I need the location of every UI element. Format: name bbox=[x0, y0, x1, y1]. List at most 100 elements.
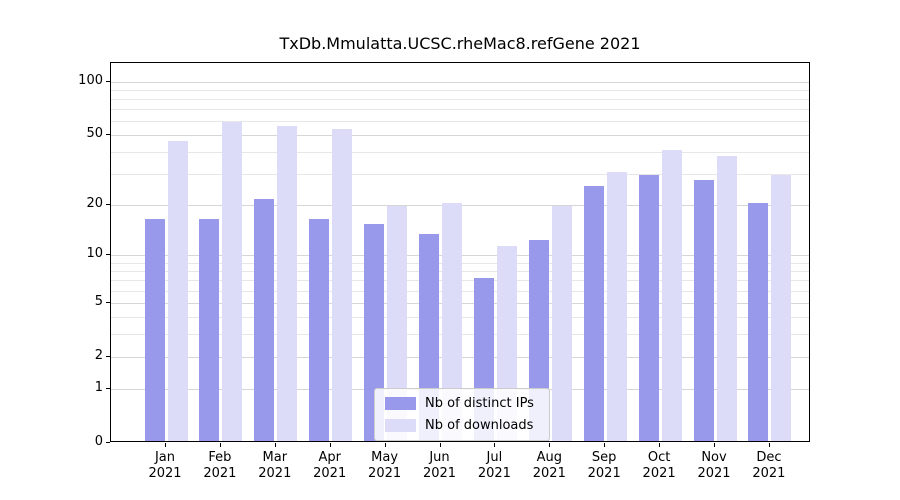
bar-distinct-ips-may bbox=[364, 223, 385, 441]
y-axis-tick bbox=[106, 387, 110, 389]
bar-distinct-ips-sep bbox=[583, 185, 604, 441]
x-axis-tick-label: Mar 2021 bbox=[246, 450, 304, 482]
x-axis-tick bbox=[439, 443, 441, 447]
x-axis-tick bbox=[714, 443, 715, 447]
bar-distinct-ips-apr bbox=[309, 219, 330, 441]
bar-downloads-mar bbox=[277, 125, 298, 441]
x-axis-tick-label: Apr 2021 bbox=[301, 450, 359, 482]
plot-area bbox=[110, 62, 810, 442]
x-axis-year-label: 2021 bbox=[368, 466, 402, 481]
legend-label-distinct-ips: Nb of distinct IPs bbox=[425, 396, 534, 411]
x-axis-month-label: Jun bbox=[429, 450, 450, 465]
bar-distinct-ips-nov bbox=[693, 180, 714, 441]
chart-title: TxDb.Mmulatta.UCSC.rheMac8.refGene 2021 bbox=[279, 34, 641, 53]
y-axis-tick bbox=[106, 134, 110, 136]
x-axis-year-label: 2021 bbox=[587, 466, 621, 481]
x-axis-tick bbox=[384, 443, 386, 447]
bar-distinct-ips-dec bbox=[748, 202, 769, 441]
gridline-minor bbox=[111, 89, 809, 91]
y-axis-tick-label: 10 bbox=[86, 246, 103, 262]
bar-distinct-ips-feb bbox=[199, 219, 220, 441]
x-axis-year-label: 2021 bbox=[148, 466, 182, 481]
x-axis-tick bbox=[494, 443, 496, 447]
x-axis-year-label: 2021 bbox=[532, 466, 566, 481]
gridline-minor bbox=[111, 98, 809, 100]
y-axis-tick bbox=[106, 355, 110, 357]
x-axis-month-label: Sep bbox=[591, 450, 617, 465]
bar-downloads-jun bbox=[442, 202, 462, 441]
x-axis-tick-label: Sep 2021 bbox=[575, 450, 633, 482]
x-axis-tick bbox=[549, 443, 551, 447]
y-axis-tick-label: 5 bbox=[94, 293, 103, 309]
legend-swatch-distinct-ips bbox=[385, 397, 416, 410]
bar-distinct-ips-mar bbox=[254, 198, 275, 441]
x-axis-tick-label: Nov 2021 bbox=[685, 450, 743, 482]
x-axis-year-label: 2021 bbox=[203, 466, 237, 481]
y-axis-tick bbox=[106, 442, 110, 443]
x-axis-month-label: May bbox=[371, 450, 399, 465]
x-axis-tick-label: Feb 2021 bbox=[191, 450, 249, 482]
x-axis-tick-label: May 2021 bbox=[356, 450, 414, 482]
y-axis-tick bbox=[106, 203, 110, 205]
y-axis-tick-label: 2 bbox=[94, 347, 103, 363]
gridline-major bbox=[111, 81, 809, 83]
x-axis-tick bbox=[165, 443, 166, 447]
x-axis-month-label: Oct bbox=[647, 450, 671, 465]
x-axis-tick-label: Dec 2021 bbox=[740, 450, 798, 482]
bar-downloads-sep bbox=[606, 172, 627, 441]
legend-label-downloads: Nb of downloads bbox=[425, 418, 534, 433]
x-axis-tick bbox=[768, 443, 770, 447]
gridline-minor bbox=[111, 152, 809, 154]
bar-downloads-feb bbox=[222, 121, 243, 441]
legend-swatch-downloads bbox=[385, 419, 416, 432]
y-axis-tick bbox=[106, 254, 110, 256]
x-axis-tick bbox=[219, 443, 221, 447]
gridline-minor bbox=[111, 174, 809, 176]
x-axis-year-label: 2021 bbox=[642, 466, 676, 481]
bar-downloads-aug bbox=[551, 206, 572, 441]
legend: Nb of distinct IPs Nb of downloads bbox=[374, 388, 550, 441]
x-axis-year-label: 2021 bbox=[752, 466, 786, 481]
gridline-major bbox=[111, 135, 809, 137]
bar-downloads-may bbox=[387, 206, 408, 441]
x-axis-month-label: Apr bbox=[318, 450, 341, 465]
x-axis-year-label: 2021 bbox=[313, 466, 347, 481]
y-axis-tick-label: 1 bbox=[94, 379, 103, 395]
bar-downloads-apr bbox=[332, 128, 353, 441]
x-axis-tick-label: Oct 2021 bbox=[630, 450, 688, 482]
x-axis-month-label: Jan bbox=[154, 450, 176, 465]
y-axis-tick bbox=[106, 80, 110, 82]
x-axis-year-label: 2021 bbox=[697, 466, 731, 481]
legend-item-downloads: Nb of downloads bbox=[385, 418, 539, 433]
x-axis-month-label: Aug bbox=[536, 450, 562, 465]
y-axis-tick bbox=[106, 301, 110, 303]
bar-distinct-ips-oct bbox=[638, 174, 659, 441]
bar-downloads-oct bbox=[661, 150, 682, 441]
x-axis-tick bbox=[329, 443, 331, 447]
x-axis-tick bbox=[659, 443, 661, 447]
x-axis-tick-label: Jan 2021 bbox=[136, 450, 194, 482]
gridline-minor bbox=[111, 109, 809, 111]
bar-downloads-dec bbox=[771, 174, 792, 441]
y-axis-tick-label: 100 bbox=[78, 72, 103, 88]
x-axis-year-label: 2021 bbox=[258, 466, 292, 481]
x-axis-year-label: 2021 bbox=[422, 466, 457, 481]
x-axis-tick bbox=[274, 443, 276, 447]
bar-downloads-jan bbox=[167, 141, 188, 441]
x-axis-year-label: 2021 bbox=[477, 466, 511, 481]
x-axis-month-label: Jul bbox=[486, 450, 503, 465]
legend-item-distinct-ips: Nb of distinct IPs bbox=[385, 396, 539, 411]
x-axis-month-label: Feb bbox=[208, 450, 232, 465]
y-axis-tick-label: 50 bbox=[86, 126, 103, 142]
y-axis-tick-label: 0 bbox=[94, 434, 103, 449]
x-axis-month-label: Dec bbox=[756, 450, 782, 465]
x-axis-tick bbox=[604, 443, 606, 447]
x-axis-month-label: Nov bbox=[701, 450, 727, 465]
bar-downloads-nov bbox=[716, 156, 737, 441]
x-axis-tick-label: Jul 2021 bbox=[465, 450, 523, 482]
x-axis-tick-label: Aug 2021 bbox=[520, 450, 578, 482]
gridline-minor bbox=[111, 121, 809, 123]
y-axis-tick-label: 20 bbox=[86, 195, 103, 211]
x-axis-tick-label: Jun 2021 bbox=[411, 450, 469, 482]
